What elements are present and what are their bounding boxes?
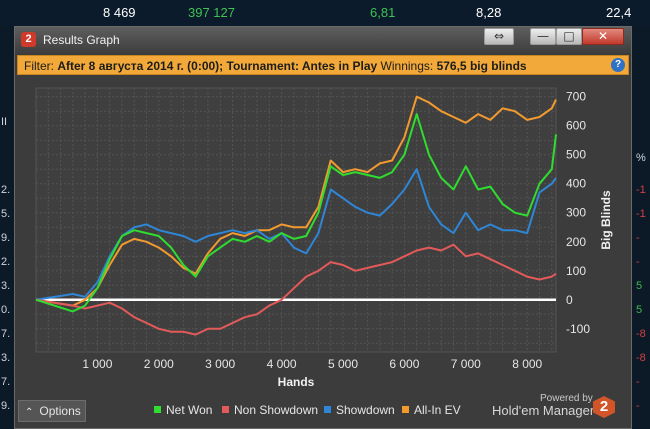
x-axis-label: Hands (278, 375, 315, 389)
background-right-value: - (636, 232, 640, 244)
window-titlebar[interactable]: 2 Results Graph ⇔ — □ ✕ (15, 27, 631, 53)
restore-arrows-icon[interactable]: ⇔ (484, 28, 514, 45)
x-tick-label: 1 000 (82, 357, 112, 371)
y-axis-label: Big Blinds (599, 190, 613, 250)
background-left-value: 5. (1, 208, 11, 220)
window-title: Results Graph (43, 33, 120, 47)
legend-item: Net Won (154, 403, 212, 419)
y-tick-label: 300 (566, 206, 586, 220)
x-tick-label: 8 000 (512, 357, 542, 371)
close-button[interactable]: ✕ (582, 28, 624, 45)
chevron-up-icon: ⌃ (25, 407, 34, 418)
series-line-showdown (35, 168, 557, 301)
background-right-value: -1 (636, 208, 646, 220)
background-left-value: 2. (1, 256, 11, 268)
legend-item: Showdown (324, 403, 395, 419)
x-tick-label: 5 000 (328, 357, 358, 371)
background-right-value: - (636, 400, 640, 412)
series-line-all-in-ev (35, 95, 557, 307)
background-top-value: 8,28 (476, 5, 502, 20)
background-right-value: -8 (636, 352, 646, 364)
background-right-value: -8 (636, 328, 646, 340)
background-left-value: 7. (1, 328, 11, 340)
y-tick-label: 700 (566, 90, 586, 104)
background-top-value: 8 469 (103, 5, 136, 20)
y-tick-label: 200 (566, 235, 586, 249)
y-tick-label: 400 (566, 177, 586, 191)
y-tick-label: 600 (566, 119, 586, 133)
background-left-value: 3. (1, 280, 11, 292)
legend-label: All-In EV (414, 403, 461, 417)
legend-item: Non Showdown (222, 403, 318, 419)
x-tick-label: 3 000 (205, 357, 235, 371)
background-right-header: % (636, 152, 646, 164)
minimize-button[interactable]: — (530, 28, 556, 45)
filter-summary: Filter: After 8 августа 2014 г. (0:00); … (24, 59, 527, 73)
legend-swatch (222, 406, 229, 413)
legend-label: Showdown (336, 403, 395, 417)
options-button[interactable]: ⌃ Options (18, 400, 86, 422)
background-left-value: 3. (1, 352, 11, 364)
series-line-non-showdown (35, 243, 557, 336)
series-line-net-won (35, 113, 557, 313)
background-top-value: 22,4 (606, 5, 632, 20)
y-tick-label: -100 (566, 322, 590, 336)
legend-swatch (154, 406, 161, 413)
background-left-value: 9. (1, 400, 11, 412)
x-tick-label: 7 000 (451, 357, 481, 371)
background-right-value: 5 (636, 304, 643, 316)
background-top-value: 397 127 (188, 5, 235, 20)
legend-swatch (402, 406, 409, 413)
legend-item: All-In EV (402, 403, 461, 419)
legend-label: Non Showdown (234, 403, 319, 417)
y-tick-label: 500 (566, 148, 586, 162)
y-tick-label: 0 (566, 293, 573, 307)
x-tick-label: 2 000 (144, 357, 174, 371)
winnings-label: Winnings: (380, 59, 434, 73)
background-left-value: 7. (1, 376, 11, 388)
brand-name: Hold'em Manager (492, 403, 595, 418)
app-logo-icon: 2 (21, 32, 36, 47)
background-left-value: 0. (1, 304, 11, 316)
filter-bar: Filter: After 8 августа 2014 г. (0:00); … (17, 55, 629, 75)
x-tick-label: 6 000 (389, 357, 419, 371)
background-left-value: 2. (1, 184, 11, 196)
background-top-value: 6,81 (370, 5, 396, 20)
background-right-value: - (636, 256, 640, 268)
x-tick-label: 4 000 (267, 357, 297, 371)
filter-criteria: After 8 августа 2014 г. (0:00); Tourname… (57, 59, 378, 73)
help-icon[interactable]: ? (611, 58, 625, 72)
options-label: Options (39, 404, 81, 418)
background-stats-row (0, 0, 650, 26)
background-right-value: 5 (636, 280, 643, 292)
filter-label: Filter: (24, 59, 54, 73)
background-right-column (632, 26, 650, 429)
background-right-value: -1 (636, 184, 646, 196)
background-left-column (0, 26, 14, 429)
y-tick-label: 100 (566, 264, 586, 278)
powered-by-label: Powered by (540, 393, 593, 404)
brand-logo-icon: 2 (593, 396, 615, 418)
background-right-value: - (636, 376, 640, 388)
background-left-value: 9. (1, 232, 11, 244)
legend-label: Net Won (166, 403, 213, 417)
maximize-button[interactable]: □ (556, 28, 582, 45)
background-left-header: II (1, 116, 8, 128)
legend-swatch (324, 406, 331, 413)
winnings-value: 576,5 big blinds (436, 59, 527, 73)
